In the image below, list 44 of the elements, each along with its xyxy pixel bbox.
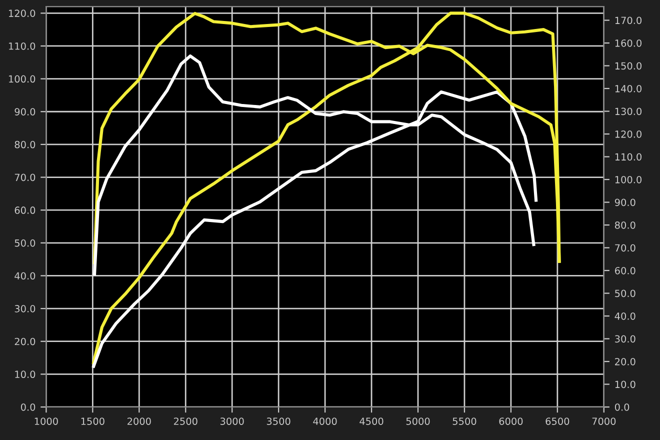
x-tick-label: 1500 — [81, 418, 104, 425]
x-tick-label: 6500 — [546, 418, 570, 425]
y2-tick-label: 60.0 — [614, 266, 636, 274]
y-tick-label: 90.0 — [14, 108, 36, 116]
y2-tick-label: 110.0 — [615, 153, 642, 161]
y-tick-label: 30.0 — [14, 305, 36, 312]
x-tick-label: 2000 — [127, 418, 151, 425]
x-tick-label: 3000 — [220, 418, 244, 425]
y2-tick-label: 70.0 — [615, 244, 636, 252]
y2-tick-label: 130.0 — [615, 108, 642, 116]
y2-tick-label: 100.0 — [615, 176, 642, 184]
y2-tick-label: 50.0 — [615, 290, 636, 298]
y2-tick-label: 80.0 — [614, 221, 636, 229]
y2-tick-label: 0.0 — [614, 403, 630, 411]
y2-tick-label: 40.0 — [614, 312, 636, 320]
x-tick-label: 7000 — [592, 418, 616, 425]
y2-tick-label: 170.0 — [615, 16, 642, 24]
y-tick-label: 10.0 — [15, 370, 36, 378]
x-tick-label: 3500 — [266, 418, 290, 425]
x-tick-label: 5500 — [452, 418, 476, 425]
y-tick-label: 40.0 — [14, 272, 36, 280]
y-tick-label: 100.0 — [9, 75, 36, 83]
x-tick-label: 1000 — [34, 418, 58, 425]
y-tick-label: 0.0 — [20, 403, 36, 411]
y-tick-label: 60.0 — [14, 206, 36, 214]
y2-tick-label: 20.0 — [615, 358, 636, 366]
y2-tick-label: 10.0 — [615, 380, 636, 388]
x-tick-label: 6000 — [499, 418, 523, 425]
y2-tick-label: 140.0 — [615, 84, 642, 92]
x-tick-label: 4500 — [360, 418, 384, 425]
y2-tick-label: 90.0 — [614, 198, 636, 206]
x-tick-label: 2500 — [174, 418, 198, 425]
y2-tick-label: 150.0 — [615, 62, 642, 70]
y2-tick-label: 160.0 — [615, 39, 642, 47]
x-tick-label: 4000 — [313, 418, 337, 425]
y-tick-label: 110.0 — [9, 42, 36, 50]
y2-tick-label: 120.0 — [615, 130, 642, 138]
y-tick-label: 120.0 — [9, 10, 36, 17]
y-tick-label: 50.0 — [14, 239, 36, 247]
y-tick-label: 80.0 — [14, 140, 36, 148]
y-tick-label: 20.0 — [14, 338, 36, 346]
x-tick-label: 5000 — [406, 418, 430, 425]
y-tick-label: 70.0 — [14, 174, 36, 182]
y2-tick-label: 30.0 — [615, 335, 636, 343]
